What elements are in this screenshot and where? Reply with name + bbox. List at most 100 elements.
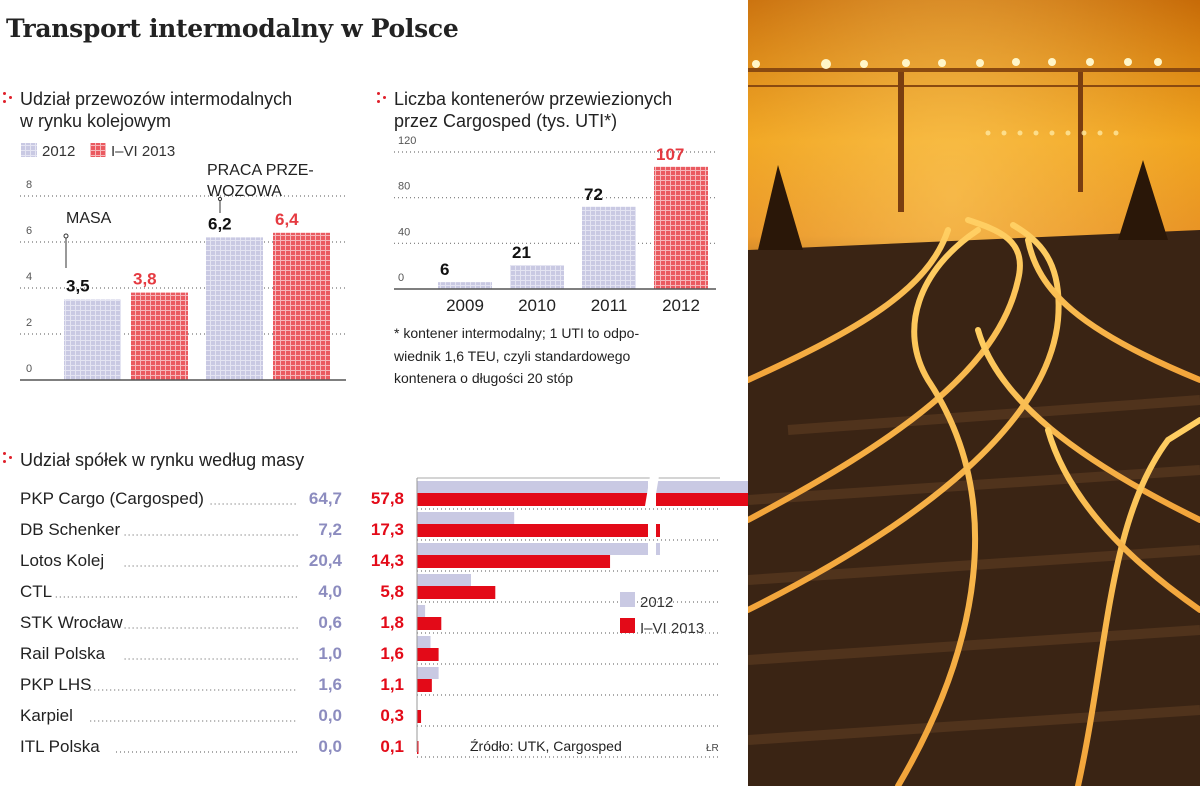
chart1-heading: Udział przewozów intermodalnych w rynku …: [20, 88, 292, 132]
legend3-label-2013: I–VI 2013: [640, 620, 704, 637]
bar-2012: [417, 512, 515, 524]
section-marker-icon: [2, 452, 14, 466]
value-2012: 1,6: [318, 675, 342, 694]
bar-2013: [417, 586, 496, 599]
company-label: ITL Polska: [20, 737, 100, 756]
legend3-swatch-2013: [620, 618, 635, 633]
x-tick-label: 2009: [446, 296, 484, 315]
praca-pointer-dot: [217, 196, 223, 202]
value-2013: 0,1: [380, 737, 404, 756]
y-tick-label: 0: [26, 363, 32, 375]
bar-2013: [417, 524, 648, 537]
bar-2012: [417, 667, 439, 679]
value-2012: 20,4: [309, 551, 343, 570]
chart3-plot: PKP Cargo (Cargosped) 64,7 57,8 DB Schenker…: [20, 476, 748, 758]
value-2013: 17,3: [371, 520, 404, 539]
source-note: Źródło: UTK, Cargosped: [470, 738, 622, 754]
chart2-plot: 0 40 80 120 6 2009 21 2010 72 2011 107 2012: [394, 135, 716, 315]
bar-2012: [417, 574, 471, 586]
bar-2013: [656, 524, 660, 537]
company-label: PKP Cargo (Cargosped): [20, 489, 204, 508]
data-label: 107: [656, 145, 684, 164]
bar-2012: [64, 299, 121, 380]
bar-2012: [417, 543, 648, 555]
bar-2013: [417, 679, 432, 692]
company-label: PKP LHS: [20, 675, 92, 694]
axis-break-mark: [645, 476, 659, 506]
data-label: 6: [440, 260, 449, 279]
value-2012: 7,2: [318, 520, 342, 539]
value-2012: 0,0: [318, 737, 342, 756]
data-label: 21: [512, 243, 531, 262]
legend-swatch-2012: [21, 143, 37, 157]
legend-label-2012: 2012: [42, 143, 75, 160]
footnote-line1: * kontener intermodalny; 1 UTI to odpo-: [394, 325, 639, 341]
data-label: 3,8: [133, 270, 157, 289]
bar-2012: [206, 237, 263, 380]
praca-label-line1: PRACA PRZE-: [207, 162, 314, 179]
bar-2012: [417, 481, 648, 493]
value-2013: 1,8: [380, 613, 404, 632]
value-2012: 1,0: [318, 644, 342, 663]
value-2013: 1,1: [380, 675, 404, 694]
chart1-heading-line1: Udział przewozów intermodalnych: [20, 89, 293, 109]
railway-photo: [748, 0, 1200, 786]
x-tick-label: 2011: [591, 296, 628, 315]
bar-2013: [417, 710, 422, 723]
chart2-heading-line1: Liczba kontenerów przewiezionych: [394, 89, 673, 109]
value-2013: 57,8: [371, 489, 404, 508]
chart1-heading-line2: w rynku kolejowym: [20, 111, 172, 131]
y-tick-label: 8: [26, 179, 32, 191]
bar-2013: [273, 232, 330, 380]
masa-pointer-dot: [63, 233, 69, 239]
company-label: Rail Polska: [20, 644, 106, 663]
bar-2013: [417, 555, 611, 568]
company-label: Lotos Kolej: [20, 551, 104, 570]
charts-canvas: 2012 I–VI 2013 0 2 4 6 8 3,5 3,8 6,2 6,4 MASA PR…: [20, 135, 748, 758]
chart2-heading-line2: przez Cargosped (tys. UTI*): [394, 111, 618, 131]
y-tick-label: 0: [398, 272, 404, 284]
value-2013: 1,6: [380, 644, 404, 663]
company-label: Karpiel: [20, 706, 73, 725]
footnote-line3: kontenera o długości 20 stóp: [394, 370, 573, 386]
y-tick-label: 6: [26, 225, 32, 237]
bar-2009: [438, 282, 492, 289]
bar-2012: [656, 543, 660, 555]
value-2012: 0,0: [318, 706, 342, 725]
bar-2012: [417, 605, 426, 617]
value-2012: 0,6: [318, 613, 342, 632]
bar-2012: [656, 481, 748, 493]
legend3-label-2012: 2012: [640, 594, 673, 611]
y-tick-label: 40: [398, 226, 410, 238]
data-label: 6,2: [208, 214, 232, 233]
y-tick-label: 80: [398, 181, 410, 193]
company-label: STK Wrocław: [20, 613, 123, 632]
chart3-heading: Udział spółek w rynku według masy: [20, 450, 305, 470]
section-marker-icon: [376, 92, 388, 106]
bar-2013: [656, 493, 748, 506]
data-label: 6,4: [275, 210, 299, 229]
legend-label-2013: I–VI 2013: [111, 143, 175, 160]
bar-2011: [582, 206, 636, 289]
praca-label-line2: WOZOWA: [207, 183, 282, 200]
value-2013: 5,8: [380, 582, 404, 601]
company-label: CTL: [20, 582, 52, 601]
chart2-heading: Liczba kontenerów przewiezionych przez C…: [394, 88, 672, 132]
chart1-plot: 0 2 4 6 8 3,5 3,8 6,2 6,4: [20, 179, 346, 381]
x-tick-label: 2010: [518, 296, 556, 315]
legend-swatch-2013: [90, 143, 106, 157]
bar-2013: [417, 648, 439, 661]
bar-2012: [654, 166, 708, 289]
data-label: 72: [584, 185, 603, 204]
y-tick-label: 2: [26, 317, 32, 329]
company-label: DB Schenker: [20, 520, 120, 539]
data-label: 3,5: [66, 277, 90, 296]
bar-2013: [417, 741, 419, 754]
legend3-swatch-2012: [620, 592, 635, 607]
value-2012: 4,0: [318, 582, 342, 601]
page-title: Transport intermodalny w Polsce: [6, 14, 459, 43]
bar-2013: [417, 617, 442, 630]
value-2012: 64,7: [309, 489, 342, 508]
value-2013: 14,3: [371, 551, 404, 570]
y-tick-label: 4: [26, 271, 32, 283]
